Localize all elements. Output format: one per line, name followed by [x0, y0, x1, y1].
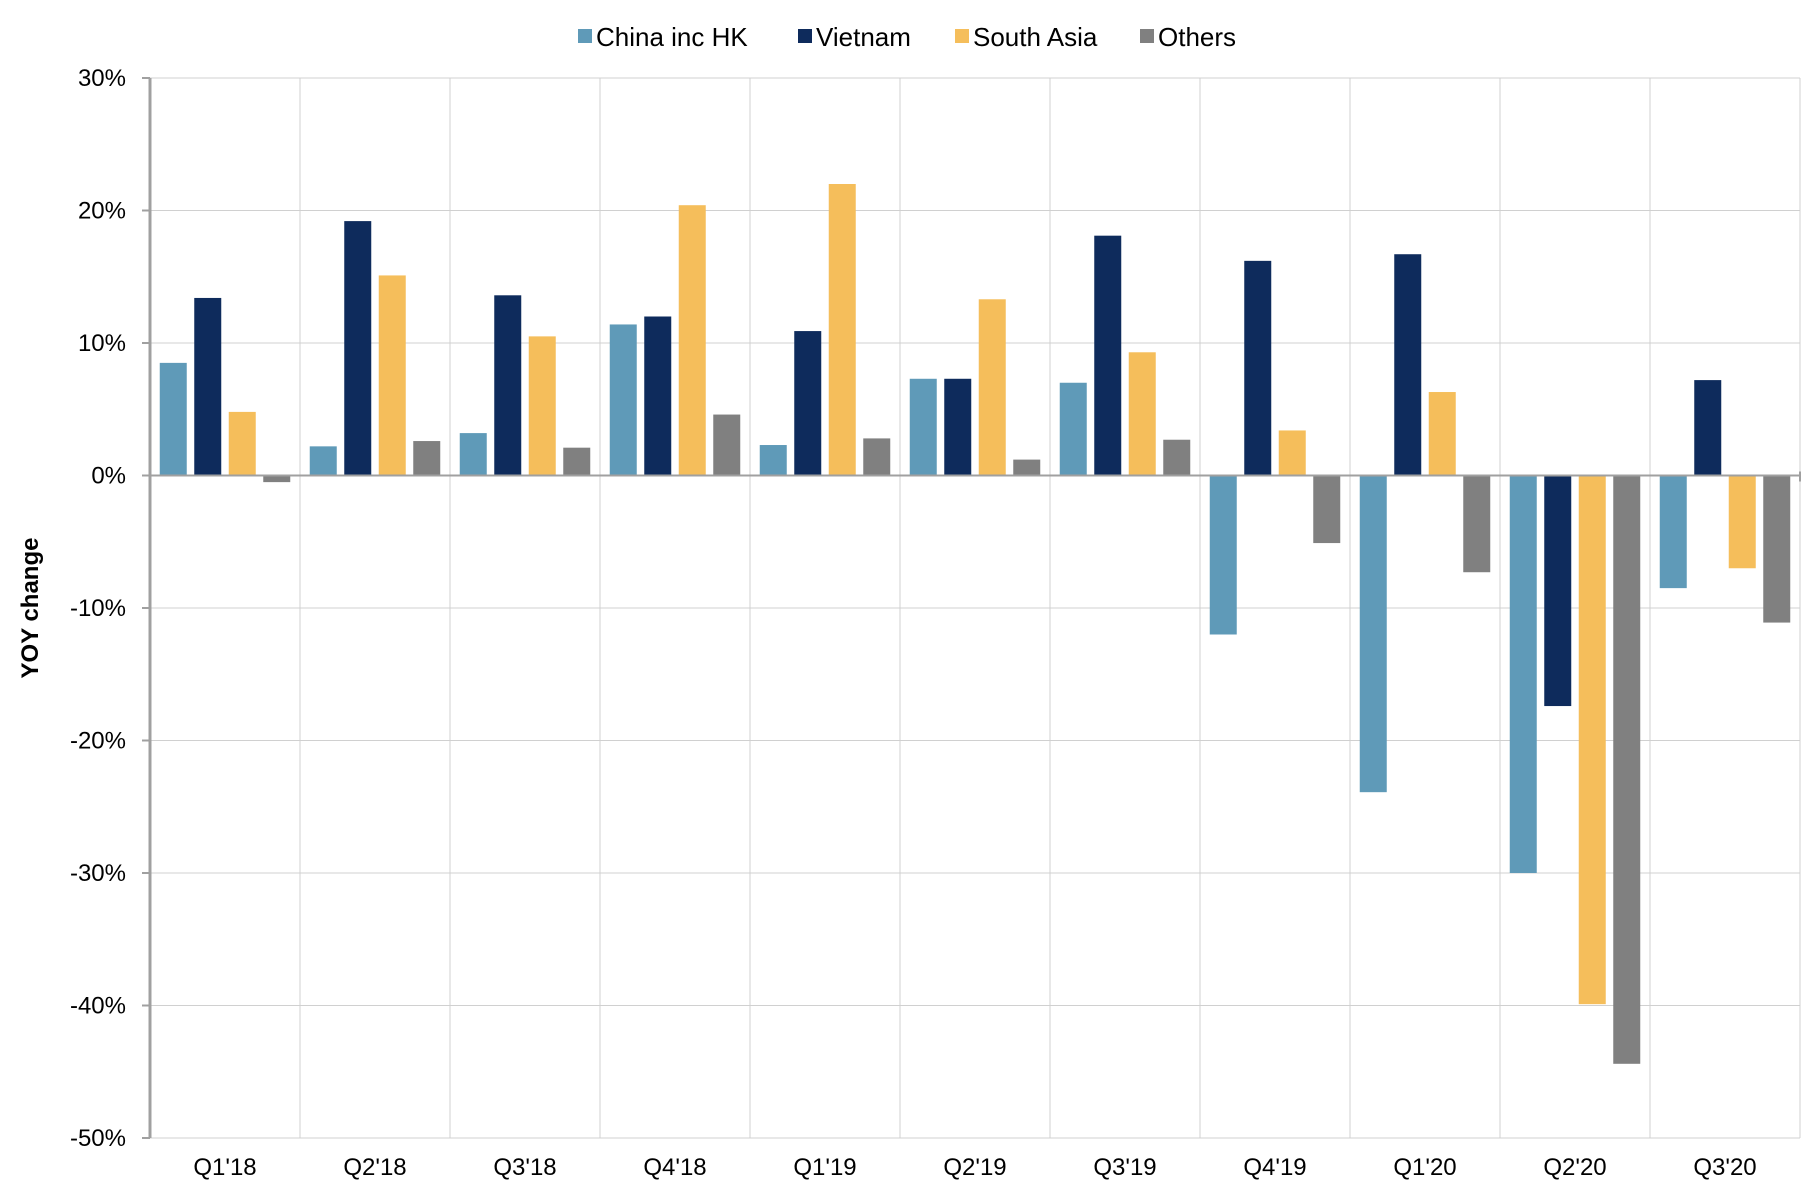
bar-vietnam-2: [494, 295, 522, 476]
bar-south-asia-0: [228, 411, 256, 476]
bar-vietnam-7: [1244, 260, 1272, 476]
x-tick-label: Q2'18: [343, 1154, 406, 1181]
legend-swatch: [1140, 29, 1154, 43]
bar-vietnam-10: [1694, 380, 1722, 476]
bar-vietnam-1: [344, 221, 372, 476]
bar-south-asia-8: [1428, 392, 1456, 476]
y-axis-label: YOY change: [17, 538, 44, 679]
bar-vietnam-0: [194, 297, 222, 476]
x-tick-label: Q1'19: [793, 1154, 856, 1181]
bar-south-asia-7: [1278, 430, 1306, 476]
x-tick-label: Q3'20: [1693, 1154, 1756, 1181]
y-tick-label: -50%: [70, 1125, 126, 1152]
gridlines: [150, 77, 1801, 1139]
bar-south-asia-3: [678, 205, 706, 476]
y-tick-label: 0%: [91, 463, 126, 490]
y-tick-label: 30%: [78, 65, 126, 92]
bar-others-7: [1313, 475, 1341, 544]
bar-others-5: [1013, 459, 1041, 476]
x-tick-label: Q1'20: [1393, 1154, 1456, 1181]
x-tick-label: Q2'20: [1543, 1154, 1606, 1181]
bar-south-asia-4: [828, 184, 856, 476]
y-tick-label: -20%: [70, 728, 126, 755]
y-tick-label: -10%: [70, 595, 126, 622]
x-tick-label: Q3'18: [493, 1154, 556, 1181]
legend-label: South Asia: [973, 22, 1098, 52]
bar-south-asia-9: [1578, 475, 1606, 1005]
bar-south-asia-1: [378, 275, 406, 476]
bar-china-inc-hk-10: [1659, 475, 1687, 589]
x-tick-label: Q3'19: [1093, 1154, 1156, 1181]
bar-south-asia-5: [978, 299, 1006, 476]
bar-south-asia-10: [1728, 475, 1756, 569]
bar-others-8: [1463, 475, 1491, 573]
bar-vietnam-9: [1544, 475, 1572, 707]
legend-label: Others: [1158, 22, 1236, 52]
legend-label: China inc HK: [596, 22, 748, 52]
y-tick-label: -40%: [70, 993, 126, 1020]
bar-china-inc-hk-8: [1359, 475, 1387, 793]
legend-swatch: [578, 29, 592, 43]
bar-vietnam-8: [1394, 254, 1422, 476]
bar-others-6: [1163, 439, 1191, 476]
bar-china-inc-hk-6: [1059, 382, 1087, 476]
legend-swatch: [955, 29, 969, 43]
bar-china-inc-hk-2: [459, 433, 487, 476]
bars: [159, 184, 1791, 1064]
bar-others-10: [1763, 475, 1791, 623]
bar-others-4: [863, 438, 891, 476]
y-tick-label: 20%: [78, 198, 126, 225]
bar-vietnam-5: [944, 378, 972, 476]
x-tick-label: Q2'19: [943, 1154, 1006, 1181]
bar-china-inc-hk-4: [759, 445, 787, 476]
bar-others-1: [413, 441, 441, 476]
legend-swatch: [798, 29, 812, 43]
bar-vietnam-4: [794, 331, 822, 476]
y-tick-label: -30%: [70, 860, 126, 887]
bar-china-inc-hk-0: [159, 362, 187, 476]
bar-china-inc-hk-1: [309, 446, 337, 476]
axes: 30% 20% 10% 0% -10% -20% -30% -40% -50% Q1'18 Q2'1…: [70, 65, 1801, 1181]
x-tick-label: Q4'19: [1243, 1154, 1306, 1181]
x-tick-label: Q4'18: [643, 1154, 706, 1181]
bar-vietnam-6: [1094, 235, 1122, 476]
legend: China inc HK Vietnam South Asia Others: [578, 22, 1236, 52]
bar-others-0: [263, 475, 291, 483]
y-tick-label: 10%: [78, 330, 126, 357]
bar-others-3: [713, 414, 741, 476]
bar-china-inc-hk-7: [1209, 475, 1237, 635]
x-tick-label: Q1'18: [193, 1154, 256, 1181]
bar-china-inc-hk-5: [909, 378, 937, 476]
bar-others-9: [1613, 475, 1641, 1064]
bar-others-2: [563, 447, 591, 476]
bar-china-inc-hk-9: [1509, 475, 1537, 873]
bar-south-asia-6: [1128, 352, 1156, 476]
bar-south-asia-2: [528, 336, 556, 476]
bar-vietnam-3: [644, 316, 672, 476]
bar-china-inc-hk-3: [609, 324, 637, 476]
legend-label: Vietnam: [816, 22, 911, 52]
